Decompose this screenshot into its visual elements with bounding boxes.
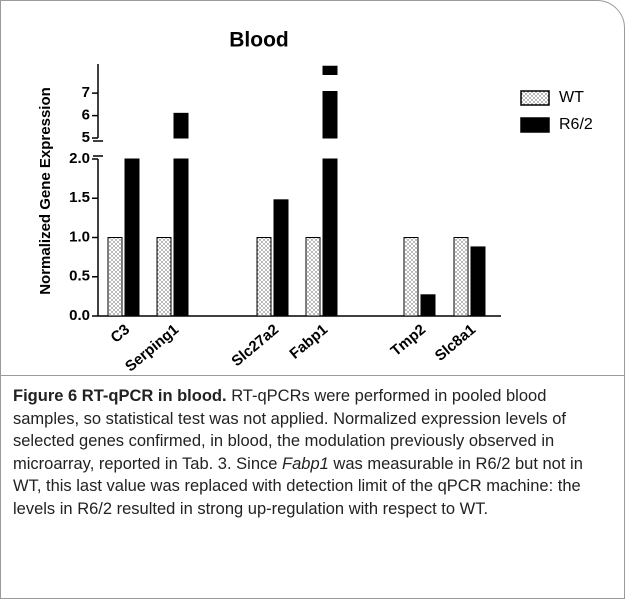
bar	[124, 158, 140, 317]
bar	[256, 237, 272, 317]
chart: Blood Normalized Gene Expression 0.0 0.5 1…	[37, 29, 593, 375]
bar	[273, 199, 289, 317]
bar	[453, 237, 469, 317]
legend-label: WT	[559, 89, 584, 106]
y-tick-label: 1.5	[69, 189, 90, 206]
bar	[420, 294, 436, 317]
bar	[305, 237, 321, 317]
y2-tick-label: 5	[82, 129, 90, 146]
legend-swatch	[520, 117, 550, 133]
x-tick-label: Tmp2	[388, 321, 430, 360]
x-tick-label: Slc27a2	[228, 321, 282, 370]
caption: Figure 6 RT-qPCR in blood. RT-qPCRs were…	[1, 375, 624, 598]
caption-title: RT-qPCR in blood.	[81, 387, 227, 405]
caption-label: Figure 6	[13, 387, 78, 405]
x-tick-label: C3	[107, 321, 133, 346]
caption-gene: Fabp1	[282, 454, 329, 473]
y-axis-label: Normalized Gene Expression	[37, 87, 54, 295]
bar-break	[322, 75, 338, 91]
y-tick-label: 0.0	[69, 307, 90, 324]
bar	[156, 237, 172, 317]
y-tick-label: 1.0	[69, 228, 90, 245]
y-tick-label: 2.0	[69, 150, 90, 167]
legend-label: R6/2	[559, 116, 593, 133]
bar	[173, 112, 189, 139]
legend-swatch	[520, 90, 550, 106]
x-tick-label: Serping1	[122, 321, 182, 375]
x-tick-label: Fabp1	[286, 321, 331, 362]
y2-tick-label: 6	[82, 107, 90, 124]
chart-title: Blood	[229, 29, 288, 52]
bar	[470, 246, 486, 317]
bar	[107, 237, 123, 317]
y-tick-label: 0.5	[69, 268, 90, 285]
caption-text: was measurable in R6/2 but not in WT, th…	[13, 454, 583, 518]
caption-text: RT-qPCRs were performed in pooled blood …	[13, 387, 566, 473]
y2-tick-label: 7	[82, 84, 90, 101]
bar	[322, 158, 338, 317]
x-tick-label: Slc8a1	[432, 321, 479, 365]
bar	[403, 237, 419, 317]
bar	[173, 158, 189, 317]
